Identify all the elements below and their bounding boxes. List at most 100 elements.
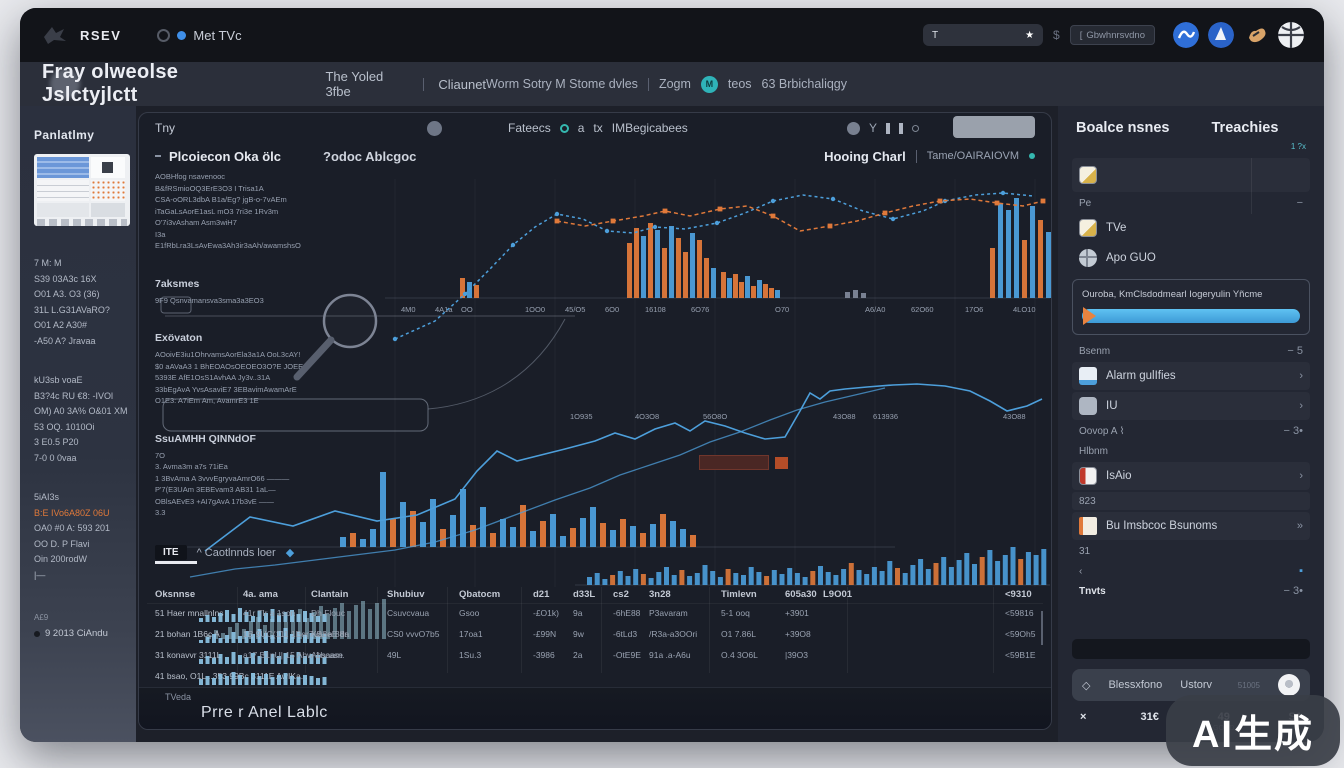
divider (1251, 158, 1252, 214)
list-item-action[interactable]: › (1299, 470, 1303, 482)
profile-avatar-icon[interactable] (1173, 22, 1199, 48)
sidebar-text-line: kU3sb voaE (34, 375, 83, 385)
tab-secondary[interactable]: ?odoc Ablcgoc (323, 149, 416, 164)
list-item-action[interactable]: ▪ (1299, 565, 1303, 577)
gray-circle-icon[interactable] (427, 120, 443, 136)
ite-chip[interactable]: ITE (155, 545, 197, 564)
chart-area[interactable]: 4M0 4A1a OO 1OO0 45/O5 6O0 16108 6O76 O70 A6/A0 62… (145, 169, 1052, 589)
list-item[interactable]: ‹ ▪ (1072, 562, 1310, 580)
search-input[interactable]: T ★ (923, 24, 1044, 46)
list-item-label: 823 (1079, 495, 1096, 507)
table-cell: Absaam. (311, 650, 345, 660)
tab-trades[interactable]: Treachies (1211, 120, 1279, 136)
zoom-label[interactable]: Zogm (658, 77, 691, 91)
note-line: 33bEgAvA YvsAsaviE7 3EBavimAwamArE (155, 384, 297, 394)
nav-link-2[interactable]: Cliaunet (438, 76, 487, 92)
column-divider (847, 587, 848, 673)
table-cell: 1B 9UC(111 1Ber7var a 88r (243, 629, 348, 639)
list-item[interactable]: Tnvts − 3• (1072, 582, 1310, 600)
toolbar-item-1[interactable]: Blessxfono (1108, 679, 1163, 691)
table-row[interactable]: 41 bsao, O1L ..353 99Bc 3111E AwIKa. . . (147, 667, 1043, 688)
note-line: B&fRSmioOQ3ErE3O3 I Trisa1A (155, 183, 264, 193)
list-item-action[interactable]: › (1299, 370, 1303, 382)
table-cell: 17oa1 (459, 629, 483, 639)
doc-icon (1079, 517, 1097, 535)
target-ring-icon[interactable] (559, 123, 569, 133)
corner-label: 1 ?x (1290, 142, 1306, 151)
list-item[interactable]: 31 (1072, 542, 1310, 560)
note-line: P'7(E3UAm 3EBEvam3 AB31 1aL— (155, 485, 276, 494)
address-pill[interactable]: [ Gbwhnrsvdno (1069, 25, 1155, 45)
nav-link-1[interactable]: The Yoled 3fbe (325, 69, 384, 99)
avatar[interactable] (1278, 674, 1300, 696)
nav-right-end[interactable]: 63 Brbichaliqgy (761, 77, 847, 91)
list-item-action[interactable]: − (1296, 197, 1303, 209)
list-item[interactable]: Apo GUO (1072, 244, 1310, 272)
list-item-action[interactable]: − 5 (1287, 345, 1303, 357)
list-item[interactable]: TVe (1072, 214, 1310, 242)
dash-icon (155, 155, 161, 157)
app-switch-icon[interactable] (1208, 22, 1234, 48)
svg-text:6O0: 6O0 (605, 305, 619, 314)
list-item-action[interactable]: » (1296, 520, 1303, 532)
table-cell: -£O1k) (533, 608, 559, 618)
list-item[interactable]: Alarm gulIfies › (1072, 362, 1310, 390)
table-cell: Dh Flouc (311, 608, 346, 618)
list-item[interactable] (1072, 158, 1310, 192)
table-cell: <59Oh5 (1005, 629, 1036, 639)
user-dot-icon[interactable] (846, 121, 860, 135)
toolbar-item-2[interactable]: Ustorv (1180, 679, 1213, 691)
strip-label[interactable]: ^ Caotlnnds loer (196, 546, 276, 559)
m-badge-icon[interactable]: M (700, 75, 718, 93)
list-item[interactable]: Bu Imsbcoc Bsunoms » (1072, 512, 1310, 540)
box-label: Ouroba, KmClsdodmearl Iogeryulin Yñcme (1082, 289, 1263, 300)
message-input[interactable] (1072, 639, 1310, 659)
bar-toggle-icon[interactable] (886, 122, 890, 134)
list-item[interactable]: Bsenm − 5 (1072, 342, 1310, 360)
sidebar-text-line: 5iAI3s (34, 492, 60, 502)
header-button[interactable] (953, 116, 1035, 138)
tab-balance[interactable]: Boalce nsnes (1076, 120, 1170, 136)
table-row[interactable]: 51 Haer mnallnlns 41r Tlr a 1son Dh Flouc C… (147, 604, 1043, 625)
sidebar-text-line: B:E IVo6A80Z 06U (34, 507, 110, 518)
filters-label[interactable]: Fateecs (508, 121, 551, 135)
list-item[interactable]: Hlbnm (1072, 442, 1310, 460)
list-item[interactable]: IsAio › (1072, 462, 1310, 490)
nav-right-text[interactable]: Worm Sotry M Stome dvles (486, 77, 638, 91)
column-divider (237, 587, 238, 673)
table-row[interactable]: 21 bohan 1B6c A 1B 9UC(111 1Ber7var a 88r… (147, 625, 1043, 646)
chart-subtitle[interactable]: Tame/OAIRAIOVM (926, 150, 1019, 162)
mode-label[interactable]: IMBegicabees (611, 121, 688, 135)
table-scrollbar[interactable] (1041, 611, 1043, 645)
note-heading: Exövaton (155, 332, 203, 344)
table-header-cell: d33L (573, 589, 596, 600)
ring-icon[interactable] (912, 124, 919, 132)
hand-icon[interactable] (1243, 22, 1269, 48)
sidebar-text-line: B3?4c RU €8: -IVOl (34, 390, 114, 401)
table-row[interactable]: 31 konavvr 3111L a17 B1nU| 15 Abw 1hcase A… (147, 646, 1043, 667)
tx-toggle[interactable]: tx (593, 121, 603, 135)
sidebar-thumbnail[interactable] (34, 154, 130, 226)
progress-bar[interactable] (1082, 307, 1300, 325)
note-line: AOBHfog nsavenooc (155, 172, 226, 181)
tab-precision[interactable]: Plcoiecon Oka ölc (155, 149, 281, 164)
featured-box[interactable]: Ouroba, KmClsdodmearl Iogeryulin Yñcme (1072, 279, 1310, 335)
bar-toggle-icon[interactable] (899, 122, 903, 134)
list-item-action[interactable]: − 3• (1283, 585, 1303, 597)
browser-tab[interactable]: Met TVc (157, 28, 242, 43)
list-item[interactable]: 823 (1072, 492, 1310, 510)
globe-icon[interactable] (1278, 22, 1304, 48)
a-toggle[interactable]: a (577, 121, 585, 135)
list-item[interactable]: Pe − (1072, 194, 1310, 212)
thumb-cell (91, 157, 125, 178)
svg-text:613936: 613936 (873, 412, 898, 421)
list-item-action[interactable]: › (1299, 400, 1303, 412)
list-item-action[interactable]: − 3• (1283, 425, 1303, 437)
sidebar-footer-item[interactable]: 9 2013 CiAndu (34, 628, 128, 639)
sidebar-text-line: 31L L.G31AVaRO? (34, 304, 110, 315)
thumb-footer (37, 219, 127, 226)
star-icon: ★ (1025, 29, 1035, 41)
main-chart[interactable]: 4M0 4A1a OO 1OO0 45/O5 6O0 16108 6O76 O70 A6/A0 62… (145, 169, 1052, 589)
list-item[interactable]: IU › (1072, 392, 1310, 420)
list-item[interactable]: Oovop A ⌇ − 3• (1072, 422, 1310, 440)
